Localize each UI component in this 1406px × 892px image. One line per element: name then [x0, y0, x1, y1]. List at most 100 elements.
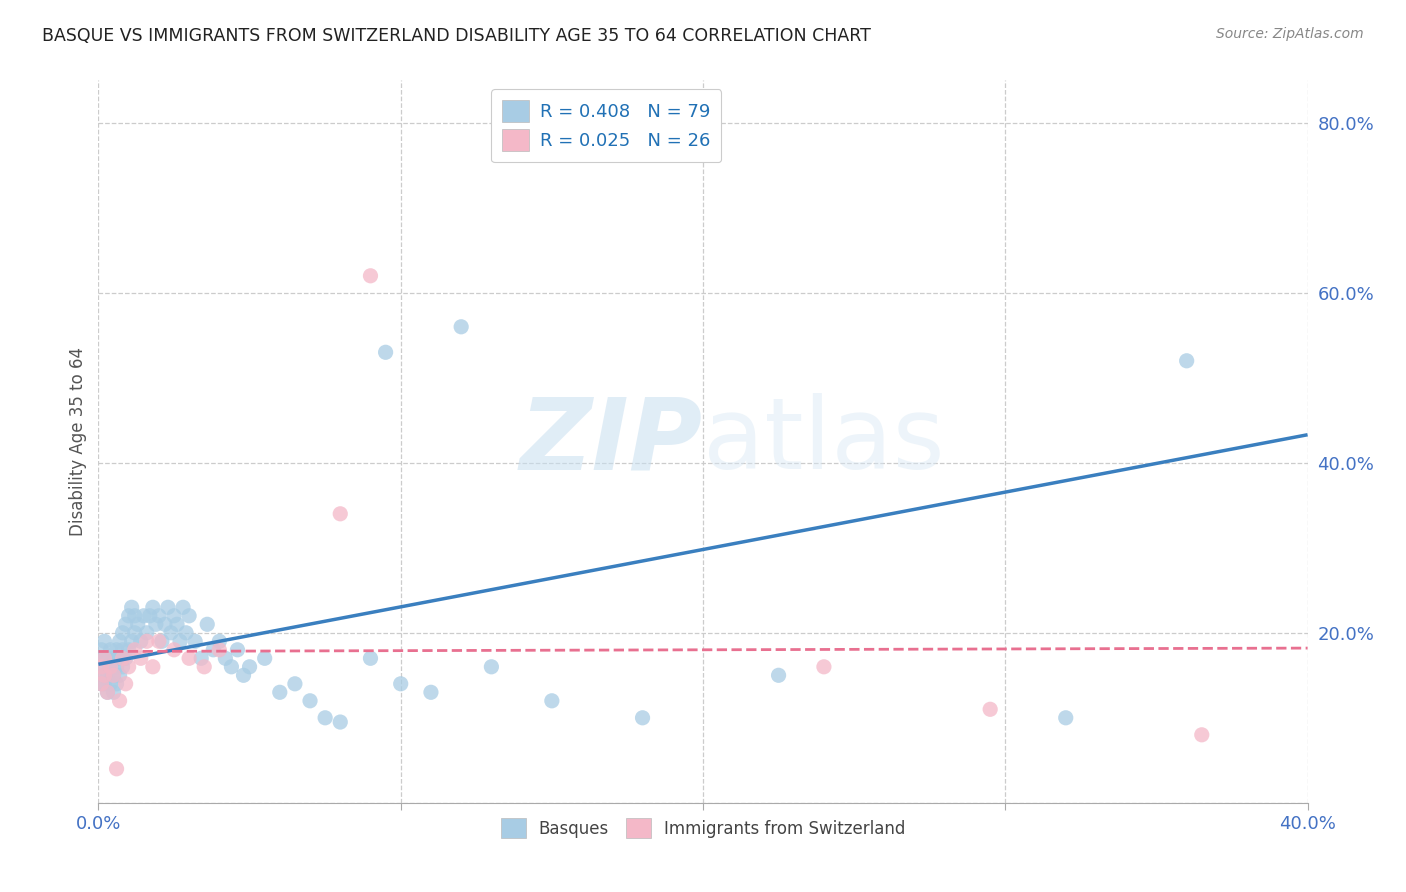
Point	[114, 617, 136, 632]
Point	[135, 625, 157, 640]
Point	[111, 651, 134, 665]
Point	[190, 651, 212, 665]
Point	[631, 711, 654, 725]
Point	[96, 685, 118, 699]
Point	[540, 694, 562, 708]
Point	[100, 642, 122, 657]
Point	[142, 600, 165, 615]
Point	[253, 651, 276, 665]
Point	[124, 625, 146, 640]
Point	[105, 660, 128, 674]
Point	[118, 642, 141, 657]
Point	[329, 714, 352, 729]
Point	[179, 651, 201, 665]
Point	[108, 668, 131, 682]
Point	[166, 617, 188, 632]
Point	[111, 625, 134, 640]
Point	[768, 668, 790, 682]
Point	[105, 677, 128, 691]
Point	[93, 634, 115, 648]
Point	[90, 660, 112, 674]
Point	[93, 651, 115, 665]
Point	[135, 634, 157, 648]
Point	[374, 345, 396, 359]
Point	[105, 642, 128, 657]
Text: Source: ZipAtlas.com: Source: ZipAtlas.com	[1216, 27, 1364, 41]
Point	[90, 642, 112, 657]
Point	[114, 651, 136, 665]
Point	[193, 660, 215, 674]
Point	[1175, 353, 1198, 368]
Point	[329, 507, 352, 521]
Point	[174, 625, 197, 640]
Point	[221, 660, 243, 674]
Point	[150, 634, 173, 648]
Point	[360, 651, 382, 665]
Text: atlas: atlas	[703, 393, 945, 490]
Point	[121, 634, 143, 648]
Point	[111, 642, 134, 657]
Point	[127, 617, 149, 632]
Point	[156, 600, 179, 615]
Point	[163, 608, 186, 623]
Point	[1054, 711, 1077, 725]
Point	[96, 651, 118, 665]
Point	[208, 642, 231, 657]
Point	[96, 685, 118, 699]
Point	[105, 762, 128, 776]
Point	[269, 685, 291, 699]
Point	[103, 685, 125, 699]
Point	[90, 677, 112, 691]
Point	[232, 668, 254, 682]
Point	[420, 685, 443, 699]
Point	[179, 608, 201, 623]
Point	[118, 660, 141, 674]
Point	[195, 617, 218, 632]
Point	[111, 660, 134, 674]
Point	[1191, 728, 1213, 742]
Point	[93, 651, 115, 665]
Point	[299, 694, 322, 708]
Point	[114, 677, 136, 691]
Point	[100, 677, 122, 691]
Point	[118, 608, 141, 623]
Point	[129, 651, 152, 665]
Legend: Basques, Immigrants from Switzerland: Basques, Immigrants from Switzerland	[494, 812, 912, 845]
Point	[184, 634, 207, 648]
Point	[360, 268, 382, 283]
Point	[93, 668, 115, 682]
Point	[145, 617, 167, 632]
Point	[100, 660, 122, 674]
Point	[160, 625, 183, 640]
Point	[103, 668, 125, 682]
Point	[163, 642, 186, 657]
Point	[103, 651, 125, 665]
Point	[389, 677, 412, 691]
Point	[93, 677, 115, 691]
Point	[108, 634, 131, 648]
Point	[153, 617, 176, 632]
Point	[139, 608, 162, 623]
Point	[148, 608, 170, 623]
Point	[90, 660, 112, 674]
Point	[450, 319, 472, 334]
Point	[121, 600, 143, 615]
Point	[481, 660, 503, 674]
Point	[813, 660, 835, 674]
Point	[103, 668, 125, 682]
Point	[148, 634, 170, 648]
Point	[314, 711, 336, 725]
Point	[169, 634, 191, 648]
Point	[214, 651, 236, 665]
Point	[108, 694, 131, 708]
Text: BASQUE VS IMMIGRANTS FROM SWITZERLAND DISABILITY AGE 35 TO 64 CORRELATION CHART: BASQUE VS IMMIGRANTS FROM SWITZERLAND DI…	[42, 27, 872, 45]
Point	[172, 600, 194, 615]
Point	[979, 702, 1001, 716]
Point	[100, 660, 122, 674]
Point	[239, 660, 262, 674]
Point	[96, 668, 118, 682]
Point	[93, 668, 115, 682]
Point	[132, 608, 155, 623]
Point	[108, 651, 131, 665]
Point	[90, 651, 112, 665]
